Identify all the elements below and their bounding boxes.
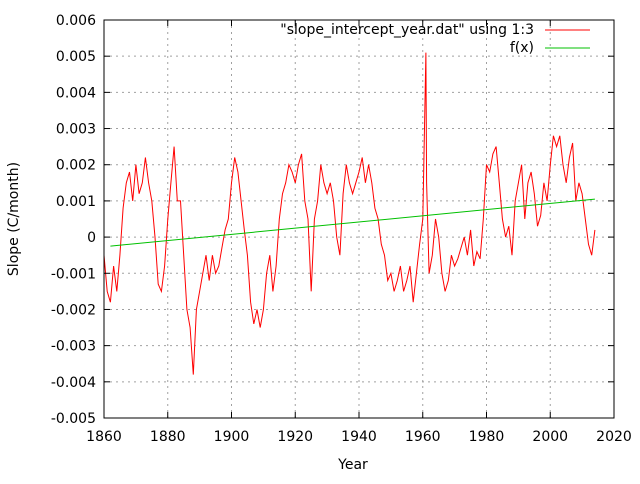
grid xyxy=(104,20,614,418)
y-tick-label: -0.002 xyxy=(51,302,96,318)
legend-label-fx: f(x) xyxy=(510,40,534,56)
y-tick-label: -0.004 xyxy=(51,375,96,391)
series-group xyxy=(103,52,596,375)
series-line-data xyxy=(103,52,596,375)
x-tick-label: 1880 xyxy=(150,429,186,445)
y-tick-label: 0.006 xyxy=(56,13,96,29)
y-tick-label: -0.005 xyxy=(51,411,96,427)
y-tick-label: 0 xyxy=(87,230,96,246)
y-tick-label: 0.003 xyxy=(56,122,96,138)
x-tick-label: 2000 xyxy=(532,429,568,445)
legend-label-data: "slope_intercept_year.dat" using 1:3 xyxy=(280,22,534,38)
x-tick-label: 1900 xyxy=(214,429,250,445)
x-tick-label: 2020 xyxy=(596,429,632,445)
x-tick-label: 1960 xyxy=(405,429,441,445)
x-axis-label: Year xyxy=(337,457,368,473)
x-tick-label: 1980 xyxy=(469,429,505,445)
y-tick-label: -0.001 xyxy=(51,266,96,282)
y-tick-label: 0.002 xyxy=(56,158,96,174)
series-line-fx xyxy=(110,198,595,247)
x-tick-label: 1940 xyxy=(341,429,377,445)
y-tick-label: 0.005 xyxy=(56,49,96,65)
y-tick-label: 0.004 xyxy=(56,85,96,101)
y-axis-label: Slope (C/month) xyxy=(6,162,22,276)
legend: "slope_intercept_year.dat" using 1:3 f(x… xyxy=(280,22,590,56)
ticks: 1860 1880 1900 1920 1940 1960 1980 2000 2020 -0.0… xyxy=(51,13,632,445)
x-tick-label: 1920 xyxy=(277,429,313,445)
y-tick-label: 0.001 xyxy=(56,194,96,210)
y-tick-label: -0.003 xyxy=(51,339,96,355)
x-tick-label: 1860 xyxy=(86,429,122,445)
